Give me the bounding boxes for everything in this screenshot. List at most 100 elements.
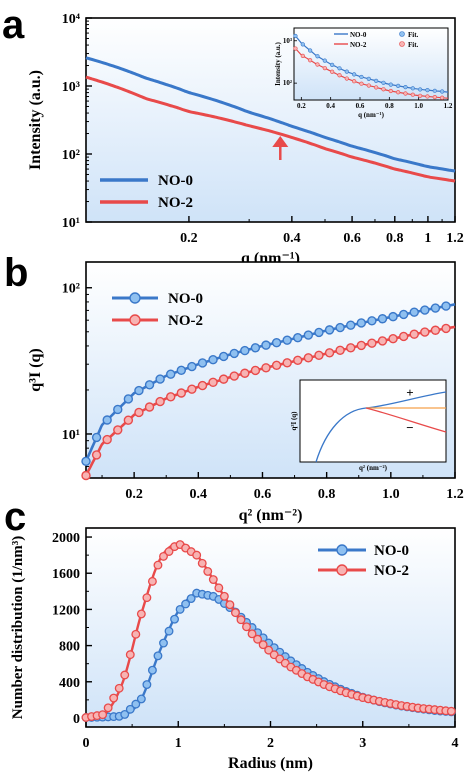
chart-b-point xyxy=(229,348,239,359)
chart-b-point xyxy=(123,415,134,425)
chart-c-point xyxy=(192,550,202,560)
chart-a-xtick-label: 0.6 xyxy=(343,231,361,246)
chart-c-legend-marker xyxy=(336,544,348,556)
chart-c-point xyxy=(125,650,135,660)
chart-b-point xyxy=(91,450,102,460)
chart-b-point xyxy=(388,311,398,322)
chart-c-ytick-label: 2000 xyxy=(52,531,80,546)
chart-a-inset-point xyxy=(432,88,437,93)
chart-c-legend-label: NO-2 xyxy=(374,563,409,579)
chart-c-point xyxy=(247,629,257,639)
chart-b-point xyxy=(367,316,377,326)
chart-c-plot-background xyxy=(86,528,455,727)
chart-b-xtick-label: 0.6 xyxy=(254,487,272,502)
chart-b-point xyxy=(335,345,345,356)
chart-a-inset-ytick-label: 10³ xyxy=(283,37,292,45)
panel-label-c: c xyxy=(4,495,26,539)
chart-c-point xyxy=(164,626,174,636)
chart-b-point xyxy=(293,332,303,343)
chart-a-inset-point xyxy=(418,93,423,98)
chart-c-ytick-label: 400 xyxy=(59,676,80,691)
chart-a-inset-point xyxy=(403,84,408,90)
chart-b-point xyxy=(441,323,451,334)
chart-b-point xyxy=(187,361,197,372)
chart-b-point xyxy=(91,432,102,443)
chart-b-point xyxy=(102,415,112,425)
chart-a-xtick-label: 0.8 xyxy=(386,231,404,246)
chart-c-ytick-label: 800 xyxy=(59,640,80,655)
chart-a-inset-point xyxy=(388,88,393,94)
chart-b-point xyxy=(113,425,123,435)
chart-b-point xyxy=(282,358,292,368)
chart-c-point xyxy=(103,703,113,713)
chart-a-inset-ytick-label: 10² xyxy=(283,79,292,87)
panel-label-a: a xyxy=(2,3,25,47)
chart-c-point xyxy=(125,704,135,714)
chart-c-point xyxy=(131,629,141,639)
chart-c-ytick-label: 0 xyxy=(73,712,80,727)
chart-b: 10¹ 10² 0.2 0.4 0.6 0.8 1.0 1.2 q² (nm⁻²) q³I (q)… xyxy=(27,261,464,524)
chart-c-xtick-label: 3 xyxy=(359,736,366,751)
chart-b-point xyxy=(346,320,356,330)
chart-a-inset-xtick-label: 0.2 xyxy=(297,102,306,110)
chart-a-xtick-label: 0.4 xyxy=(283,231,301,246)
chart-a-inset-point xyxy=(337,73,342,78)
chart-a-inset-point xyxy=(403,91,408,96)
chart-b-point xyxy=(176,388,186,398)
chart-a-inset-point xyxy=(425,88,430,93)
chart-a-inset-point xyxy=(337,66,342,71)
chart-b-point xyxy=(250,343,261,353)
chart-b-point xyxy=(155,396,165,407)
chart-a-inset-point xyxy=(440,95,445,100)
chart-c-point xyxy=(153,560,163,570)
chart-a-inset-point xyxy=(396,83,401,88)
chart-b-point xyxy=(113,404,123,415)
chart-a-inset-point xyxy=(293,46,298,51)
chart-c-point xyxy=(214,583,224,593)
chart-b-point xyxy=(430,325,441,335)
chart-a-inset-legend-label: NO-0 xyxy=(350,31,367,39)
chart-b-inset-xlabel: q² (nm⁻²) xyxy=(359,464,388,472)
chart-a-inset-point xyxy=(374,78,379,83)
chart-a-inset-point xyxy=(344,76,349,81)
chart-c-ytick-label: 1200 xyxy=(52,603,80,618)
chart-b-point xyxy=(271,360,282,371)
chart-c-point xyxy=(159,638,168,648)
chart-b-point xyxy=(377,336,388,346)
chart-a-inset-point xyxy=(330,69,335,74)
chart-b-point xyxy=(346,343,356,353)
chart-c-point xyxy=(120,670,130,680)
chart-c-point xyxy=(197,558,207,568)
chart-b-point xyxy=(144,380,155,390)
chart-a-legend-label: NO-0 xyxy=(158,173,193,189)
chart-b-legend-label: NO-2 xyxy=(168,313,203,329)
chart-c-point xyxy=(120,709,130,719)
chart-a-xtick-label: 1 xyxy=(424,231,431,246)
chart-b-point xyxy=(409,307,419,317)
chart-a-inset-point xyxy=(440,89,445,94)
chart-a-inset-point xyxy=(425,94,430,99)
chart-b-xtick-label: 1.0 xyxy=(382,487,400,502)
chart-c-point xyxy=(264,645,274,655)
chart-a-legend-label: NO-2 xyxy=(158,195,193,211)
chart-a-inset-point xyxy=(381,87,386,92)
chart-a-inset-legend-label: Fit. xyxy=(408,31,419,39)
chart-a-series-line-no-2 xyxy=(85,75,456,183)
chart-a-inset-point xyxy=(330,62,335,67)
chart-b-point xyxy=(441,301,451,311)
chart-b-xtick-label: 0.4 xyxy=(190,487,208,502)
chart-c-point xyxy=(114,683,124,693)
chart-a-inset-point xyxy=(418,87,423,92)
chart-a-inset-point xyxy=(315,62,320,67)
chart-c-ylabel: Number distribution (1/nm³) xyxy=(10,536,26,719)
chart-b-point xyxy=(324,325,335,335)
chart-b-plot-frame xyxy=(85,261,456,479)
chart-b-ytick-label: 10¹ xyxy=(62,428,80,443)
chart-c-point xyxy=(147,576,157,586)
chart-b-point xyxy=(420,327,430,337)
chart-b-point xyxy=(398,331,409,342)
chart-b-xtick-label: 1.2 xyxy=(446,487,464,502)
chart-c-legend-label: NO-0 xyxy=(374,543,409,559)
chart-c-point xyxy=(446,706,456,716)
chart-c-xtick-label: 2 xyxy=(267,736,274,751)
